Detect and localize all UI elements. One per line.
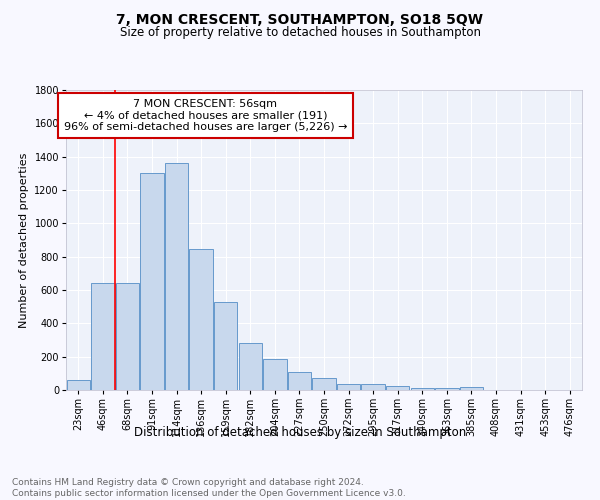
Bar bbox=[165, 164, 188, 390]
Bar bbox=[337, 384, 360, 390]
Bar bbox=[263, 359, 287, 390]
Bar bbox=[386, 386, 409, 390]
Text: Contains HM Land Registry data © Crown copyright and database right 2024.
Contai: Contains HM Land Registry data © Crown c… bbox=[12, 478, 406, 498]
Bar bbox=[91, 284, 115, 390]
Bar bbox=[190, 249, 213, 390]
Bar bbox=[410, 388, 434, 390]
Bar bbox=[313, 378, 335, 390]
Text: Distribution of detached houses by size in Southampton: Distribution of detached houses by size … bbox=[134, 426, 466, 439]
Bar bbox=[460, 386, 483, 390]
Bar bbox=[361, 384, 385, 390]
Text: 7 MON CRESCENT: 56sqm
← 4% of detached houses are smaller (191)
96% of semi-deta: 7 MON CRESCENT: 56sqm ← 4% of detached h… bbox=[64, 99, 347, 132]
Bar bbox=[140, 172, 164, 390]
Text: 7, MON CRESCENT, SOUTHAMPTON, SO18 5QW: 7, MON CRESCENT, SOUTHAMPTON, SO18 5QW bbox=[116, 12, 484, 26]
Bar bbox=[239, 342, 262, 390]
Bar bbox=[214, 302, 238, 390]
Bar bbox=[116, 284, 139, 390]
Bar bbox=[67, 380, 90, 390]
Y-axis label: Number of detached properties: Number of detached properties bbox=[19, 152, 29, 328]
Bar bbox=[435, 388, 458, 390]
Text: Size of property relative to detached houses in Southampton: Size of property relative to detached ho… bbox=[119, 26, 481, 39]
Bar bbox=[288, 372, 311, 390]
